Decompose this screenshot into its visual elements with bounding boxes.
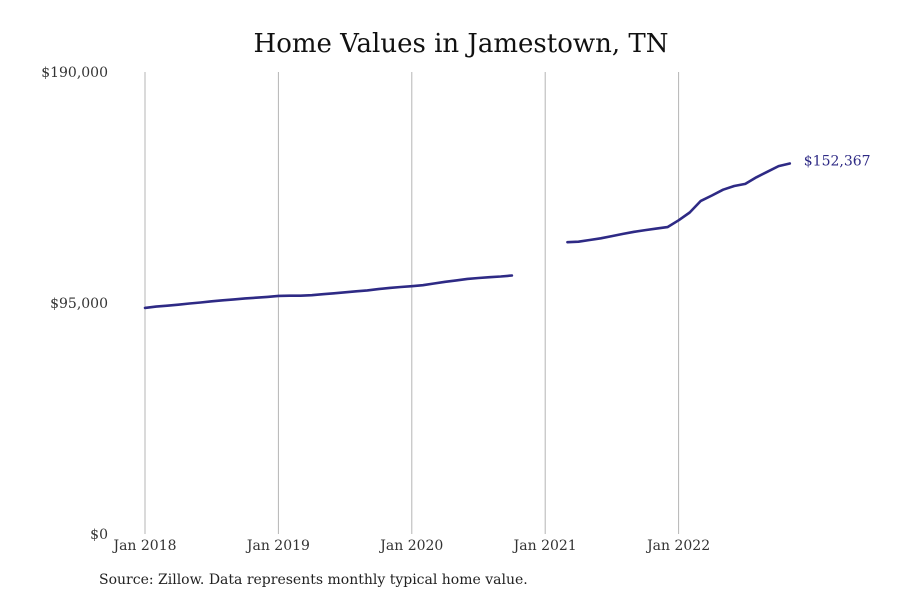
y-tick-label: $95,000 (50, 296, 108, 312)
series-line-segment-2 (566, 162, 792, 244)
x-tick-label: Jan 2018 (111, 538, 176, 554)
y-tick-label: $190,000 (41, 65, 108, 81)
chart-title: Home Values in Jamestown, TN (254, 29, 669, 59)
x-tick-label: Jan 2021 (512, 538, 577, 554)
x-tick-label: Jan 2020 (378, 538, 443, 554)
series-group: $152,367 (143, 154, 871, 310)
x-axis-labels: Jan 2018 Jan 2019 Jan 2020 Jan 2021 Jan 2022 (111, 538, 710, 554)
end-value-label: $152,367 (804, 154, 871, 170)
x-tick-label: Jan 2019 (245, 538, 310, 554)
x-tick-label: Jan 2022 (645, 538, 710, 554)
grid-lines (144, 72, 680, 534)
y-axis-labels: $0 $95,000 $190,000 (41, 65, 108, 543)
series-line-segment-1 (143, 274, 514, 310)
y-tick-label: $0 (90, 527, 108, 543)
source-note: Source: Zillow. Data represents monthly … (99, 572, 528, 588)
